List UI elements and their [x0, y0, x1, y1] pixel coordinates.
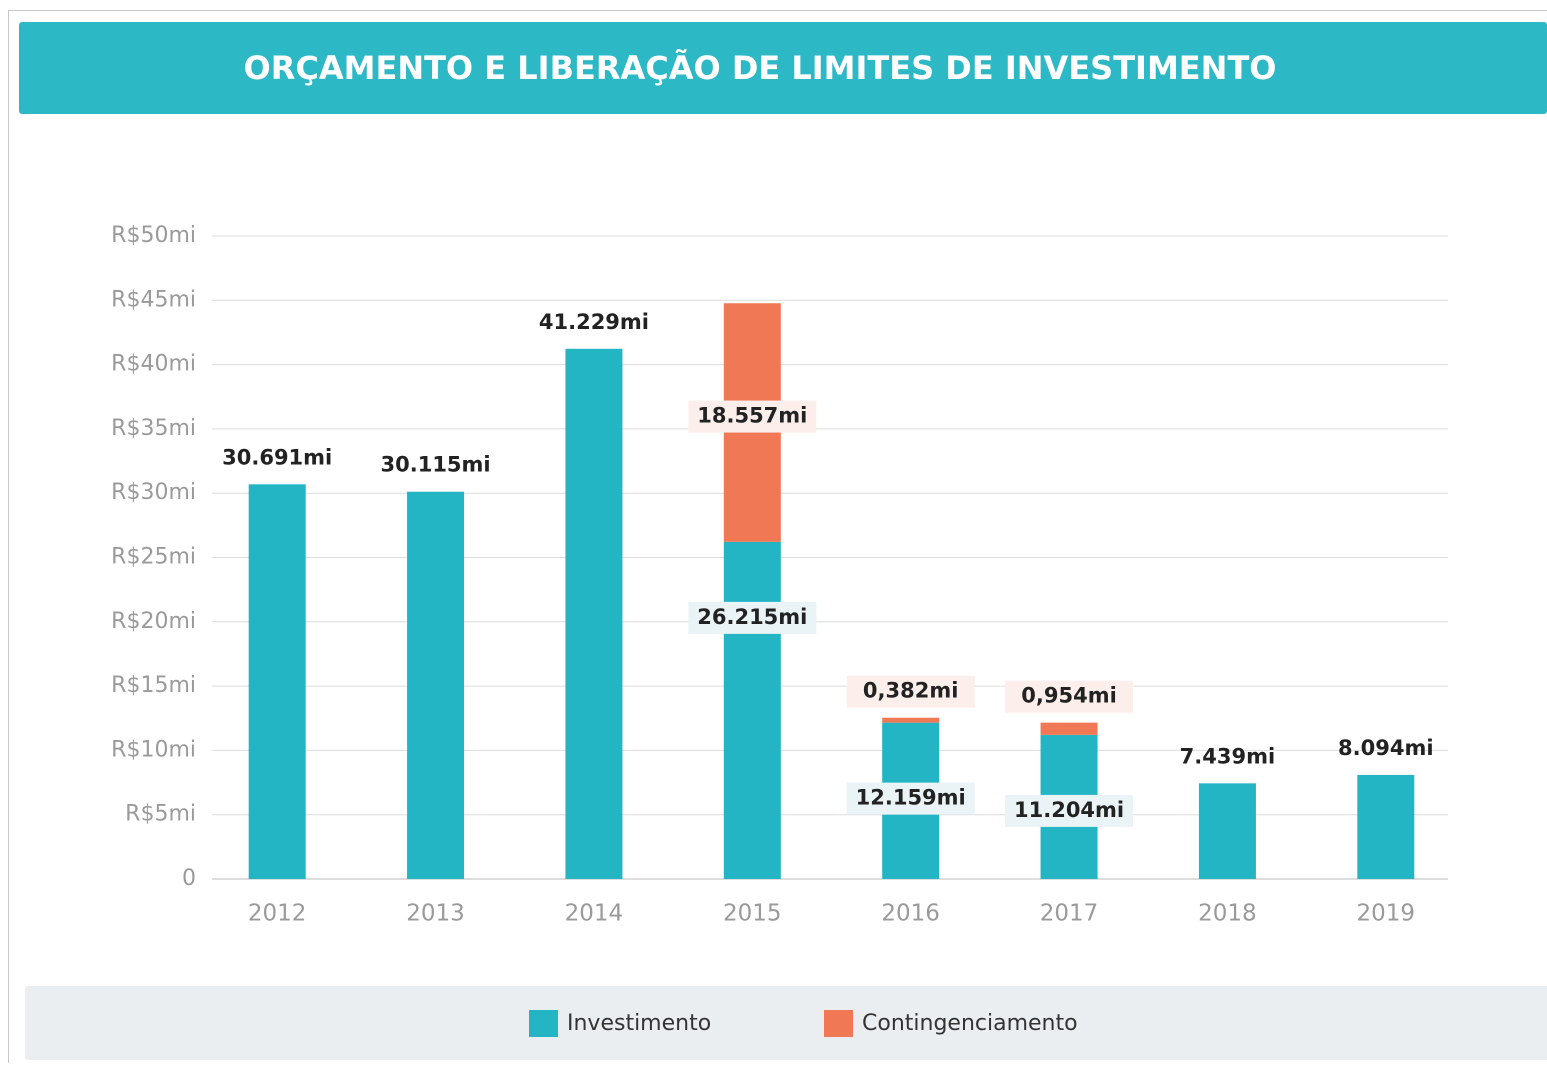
chart-title: ORÇAMENTO E LIBERAÇÃO DE LIMITES DE INVE… [244, 49, 1277, 87]
y-tick-label: R$30mi [111, 480, 196, 505]
bar [407, 492, 464, 879]
x-tick-label: 2017 [1040, 901, 1099, 927]
y-tick-label: R$15mi [111, 673, 196, 698]
y-tick-label: 0 [182, 866, 196, 891]
x-tick-label: 2018 [1198, 901, 1257, 927]
legend-label: Investimento [567, 1011, 711, 1036]
bar [565, 349, 622, 879]
value-label: 0,954mi [1021, 684, 1117, 708]
bar [249, 484, 306, 879]
y-tick-label: R$40mi [111, 352, 196, 377]
y-tick-label: R$25mi [111, 545, 196, 570]
legend [25, 986, 1547, 1060]
y-tick-label: R$50mi [111, 223, 196, 248]
value-label: 30.691mi [222, 445, 332, 469]
value-label: 41.229mi [539, 310, 649, 334]
x-tick-label: 2015 [723, 901, 782, 927]
x-tick-label: 2013 [406, 901, 465, 927]
value-label: 30.115mi [381, 453, 491, 477]
x-tick-label: 2012 [248, 901, 307, 927]
legend-label: Contingenciamento [862, 1011, 1078, 1036]
bar [1357, 775, 1414, 879]
x-tick-label: 2014 [565, 901, 624, 927]
value-label: 18.557mi [697, 404, 807, 428]
value-label: 12.159mi [856, 786, 966, 810]
bar [1199, 783, 1256, 879]
value-label: 7.439mi [1180, 744, 1276, 768]
legend-swatch [824, 1010, 853, 1037]
legend-swatch [529, 1010, 558, 1037]
value-label: 26.215mi [697, 605, 807, 629]
bar [1041, 723, 1098, 735]
bar [882, 718, 939, 723]
y-tick-label: R$45mi [111, 287, 196, 312]
value-label: 0,382mi [863, 679, 959, 703]
y-tick-label: R$10mi [111, 737, 196, 762]
y-tick-label: R$5mi [125, 802, 196, 827]
x-tick-label: 2019 [1357, 901, 1416, 927]
value-label: 11.204mi [1014, 798, 1124, 822]
bar [724, 542, 781, 879]
y-tick-label: R$20mi [111, 609, 196, 634]
x-tick-label: 2016 [881, 901, 940, 927]
value-label: 8.094mi [1338, 736, 1434, 760]
y-tick-label: R$35mi [111, 416, 196, 441]
